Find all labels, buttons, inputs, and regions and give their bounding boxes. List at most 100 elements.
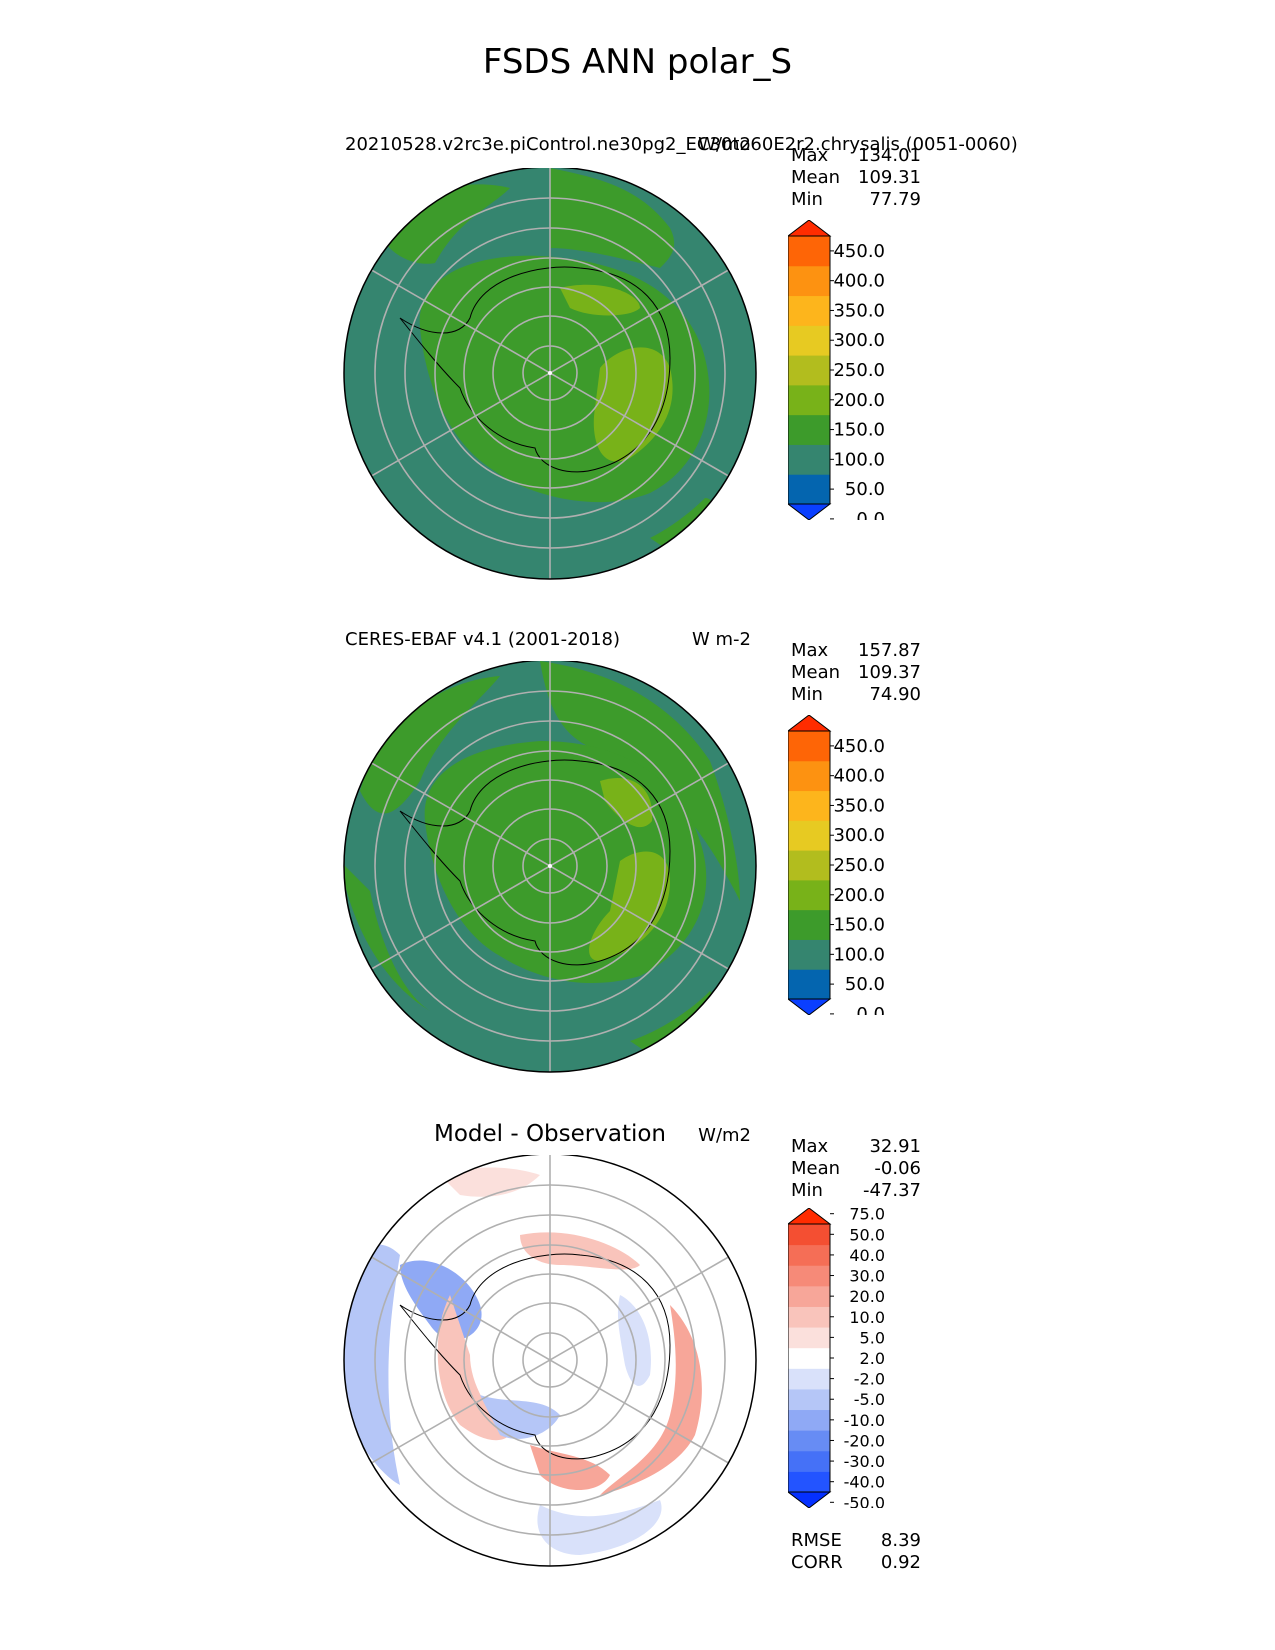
metric-label: RMSE bbox=[791, 1530, 842, 1551]
colorbar-tick-label: 450.0 bbox=[833, 736, 885, 757]
colorbar-tick-label: -20.0 bbox=[844, 1431, 885, 1450]
colorbar-band bbox=[788, 1450, 830, 1472]
colorbar-band bbox=[788, 760, 830, 792]
stat-label: Mean bbox=[791, 662, 841, 683]
field-150-200-ne bbox=[550, 168, 675, 268]
colorbar-extend-lower bbox=[788, 503, 832, 520]
field-150-200-nw bbox=[360, 676, 500, 814]
colorbar-tick-label: 250.0 bbox=[833, 360, 885, 381]
stat-label: Max bbox=[791, 145, 829, 166]
colorbar-tick-label: 400.0 bbox=[833, 766, 885, 787]
field-150-200-w bbox=[344, 861, 430, 1011]
colorbar-band bbox=[788, 909, 830, 940]
colorbar-band bbox=[788, 1347, 830, 1369]
colorbar-tick-label: 5.0 bbox=[860, 1328, 885, 1347]
antarctic-field-200-250-b bbox=[589, 851, 670, 961]
colorbar-extend-upper bbox=[788, 715, 832, 732]
panel-2-title: CERES-EBAF v4.1 (2001-2018) bbox=[345, 629, 621, 650]
stat-label: Min bbox=[791, 684, 823, 705]
colorbar-tick-label: -2.0 bbox=[854, 1370, 885, 1389]
colorbar-band bbox=[788, 444, 830, 475]
colorbar-band bbox=[788, 731, 830, 762]
colorbar-tick-label: -30.0 bbox=[844, 1452, 885, 1471]
colorbar-tick-label: 350.0 bbox=[833, 300, 885, 321]
stat-value: 157.87 bbox=[858, 640, 921, 661]
stat-value: 134.01 bbox=[858, 145, 921, 166]
colorbar-band bbox=[788, 1265, 830, 1287]
stat-value: -0.06 bbox=[874, 1158, 921, 1179]
colorbar-band bbox=[788, 1471, 830, 1493]
colorbar-tick-label: 150.0 bbox=[833, 420, 885, 441]
stat-value: 77.79 bbox=[869, 189, 921, 210]
stat-label: Max bbox=[791, 1136, 829, 1157]
colorbar-tick-label: 100.0 bbox=[833, 944, 885, 965]
colorbar-tick-label: 200.0 bbox=[833, 390, 885, 411]
colorbar-tick-label: 450.0 bbox=[833, 241, 885, 262]
panel-2-map bbox=[343, 661, 757, 1073]
metric-value: 0.92 bbox=[880, 1552, 921, 1573]
colorbar-band bbox=[788, 1327, 830, 1349]
colorbar-extend-upper bbox=[788, 1208, 832, 1225]
graticule bbox=[367, 168, 733, 579]
colorbar-tick-label: 75.0 bbox=[849, 1208, 885, 1224]
diff-positive-ring-e bbox=[600, 1305, 702, 1495]
panel-2-stats: Max 157.87 Mean 109.37 Min 74.90 bbox=[791, 640, 921, 706]
colorbar-tick-label: -5.0 bbox=[854, 1390, 885, 1409]
panel-1-units: W/m2 bbox=[698, 134, 751, 155]
colorbar-tick-label: 300.0 bbox=[833, 330, 885, 351]
colorbar-band bbox=[788, 384, 830, 416]
colorbar-band bbox=[788, 325, 830, 356]
colorbar-tick-label: 20.0 bbox=[849, 1287, 885, 1306]
colorbar-band bbox=[788, 1368, 830, 1390]
colorbar-tick-label: 40.0 bbox=[849, 1246, 885, 1265]
antarctica-coastline bbox=[399, 266, 671, 473]
stat-value: 109.31 bbox=[858, 167, 921, 188]
panel-1-title: 20210528.v2rc3e.piControl.ne30pg2_EC30to… bbox=[345, 134, 1018, 155]
colorbar-band bbox=[788, 474, 830, 505]
diff-positive-north bbox=[440, 1167, 540, 1197]
colorbar-band bbox=[788, 236, 830, 267]
colorbar-band bbox=[788, 969, 830, 1000]
stat-label: Min bbox=[791, 189, 823, 210]
colorbar-tick-label: -40.0 bbox=[844, 1473, 885, 1492]
colorbar-band bbox=[788, 414, 830, 445]
panel-3-colorbar: 75.050.0 40.0 30.020.0 10.05.0 2.0 -2.0-5.0 -1… bbox=[788, 1208, 885, 1508]
colorbar-tick-label: 200.0 bbox=[833, 885, 885, 906]
colorbar-band bbox=[788, 1244, 830, 1266]
metric-value: 8.39 bbox=[880, 1530, 921, 1551]
panel-3-units: W/m2 bbox=[698, 1125, 751, 1146]
panel-3-map bbox=[343, 1155, 757, 1567]
colorbar-band bbox=[788, 355, 830, 386]
colorbar-band bbox=[788, 1430, 830, 1452]
colorbar-band bbox=[788, 295, 830, 326]
colorbar-band bbox=[788, 790, 830, 821]
colorbar-tick-label: 30.0 bbox=[849, 1267, 885, 1286]
panel-2-colorbar: 450.0 400.0 350.0 300.0 250.0 200.0 150.0 100.0… bbox=[788, 715, 885, 1015]
map-boundary bbox=[343, 168, 757, 580]
colorbar-tick-label: 50.0 bbox=[845, 479, 885, 500]
colorbar-extend-lower bbox=[788, 1491, 832, 1508]
colorbar-tick-label: 250.0 bbox=[833, 855, 885, 876]
stat-label: Mean bbox=[791, 1158, 841, 1179]
colorbar-tick-label: 400.0 bbox=[833, 271, 885, 292]
figure-title: FSDS ANN polar_S bbox=[482, 42, 793, 82]
field-150-200-ne bbox=[540, 661, 740, 901]
stat-label: Mean bbox=[791, 167, 841, 188]
colorbar-extend-upper bbox=[788, 220, 832, 237]
field-150-200-se bbox=[630, 991, 715, 1061]
colorbar-band bbox=[788, 850, 830, 881]
panel-1-stats: Max 134.01 Mean 109.31 Min 77.79 bbox=[791, 145, 921, 211]
map-boundary bbox=[343, 661, 757, 1073]
panel-1-map bbox=[343, 168, 757, 580]
colorbar-tick-label: 350.0 bbox=[833, 795, 885, 816]
stat-label: Max bbox=[791, 640, 829, 661]
panel-3-title: Model - Observation bbox=[433, 1121, 667, 1147]
colorbar-tick-label: 100.0 bbox=[833, 449, 885, 470]
colorbar-tick-label: 50.0 bbox=[849, 1225, 885, 1244]
panel-3-stats: Max 32.91 Mean -0.06 Min -47.37 bbox=[791, 1136, 921, 1202]
stat-value: -47.37 bbox=[862, 1180, 921, 1201]
colorbar-tick-label: 10.0 bbox=[849, 1308, 885, 1327]
diff-negative-peninsula bbox=[400, 1260, 482, 1340]
colorbar-band bbox=[788, 1388, 830, 1411]
map-boundary bbox=[343, 1155, 757, 1567]
